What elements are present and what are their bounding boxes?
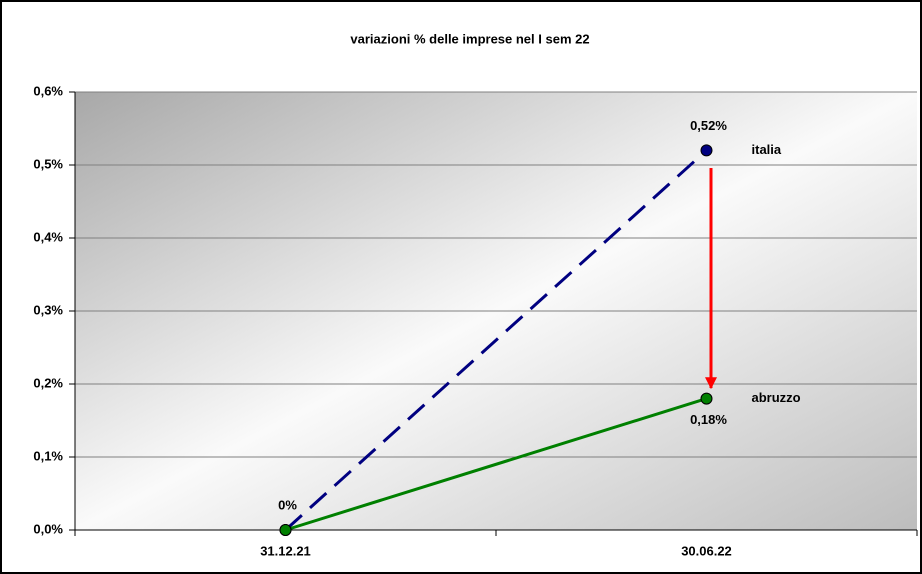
x-tick-label: 31.12.21 — [260, 543, 311, 558]
chart-title: variazioni % delle imprese nel I sem 22 — [350, 31, 589, 46]
series-line — [284, 149, 708, 532]
y-tick-label: 0,4% — [33, 229, 63, 244]
x-tick-label: 30.06.22 — [681, 543, 732, 558]
data-label: 0,18% — [690, 412, 727, 427]
series-line — [285, 397, 707, 532]
y-tick-label: 0,0% — [33, 521, 63, 536]
series-label: italia — [752, 142, 782, 157]
data-label: 0,52% — [690, 118, 727, 133]
data-label: 0% — [278, 497, 297, 512]
marker — [700, 392, 713, 405]
y-tick-label: 0,5% — [33, 156, 63, 171]
y-tick-label: 0,2% — [33, 375, 63, 390]
marker — [279, 524, 292, 536]
y-tick-label: 0,1% — [33, 448, 63, 463]
marker — [700, 144, 713, 157]
y-tick-label: 0,3% — [33, 302, 63, 317]
y-tick-label: 0,6% — [33, 83, 63, 98]
series-label: abruzzo — [752, 390, 801, 405]
